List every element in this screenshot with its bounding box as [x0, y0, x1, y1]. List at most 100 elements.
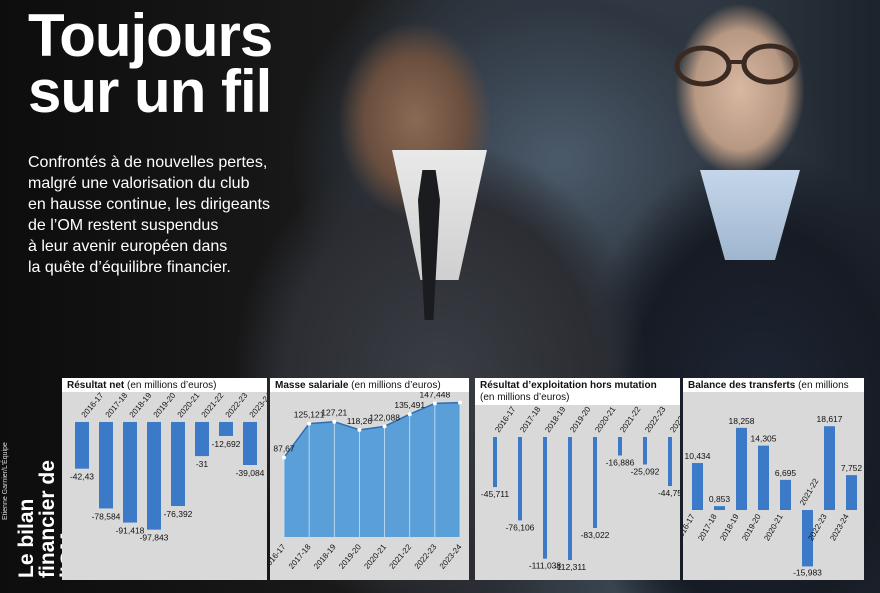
chart-plot-area: 2016-17 -45,711 2017-18 -76,106 2018-19 -111,… — [475, 404, 693, 580]
bar — [543, 437, 547, 559]
data-point — [458, 400, 462, 405]
data-label: 87,67 — [273, 444, 295, 454]
chart-title: Balance des transferts — [688, 380, 796, 391]
data-label: -12,692 — [212, 439, 241, 449]
tick-label: 2018-19 — [718, 512, 741, 542]
data-label: 125,121 — [294, 410, 325, 420]
bar — [518, 437, 522, 521]
data-label: -111,038 — [529, 561, 562, 571]
chart-title: Résultat net — [67, 380, 125, 391]
data-point — [307, 421, 312, 426]
data-label: 14,305 — [751, 434, 777, 444]
data-label: -15,983 — [793, 567, 822, 577]
data-label: -25,092 — [631, 466, 660, 476]
intro-line: la quête d’équilibre financier. — [28, 259, 231, 276]
data-label: 18,617 — [817, 414, 843, 424]
headline: Toujours sur un fil — [28, 2, 273, 125]
chart-svg: 2016-17 -42,43 2017-18 -78,584 2018-19 -91,41… — [70, 391, 274, 543]
data-label: 135,491 — [394, 400, 425, 410]
bar — [75, 422, 89, 469]
data-point — [432, 401, 437, 406]
bar — [668, 437, 672, 487]
area-line — [283, 401, 461, 458]
tick-label: 2016-17 — [80, 392, 106, 419]
data-label: -91,418 — [116, 526, 145, 536]
data-label: 10,434 — [685, 451, 711, 461]
data-label: -83,022 — [581, 530, 610, 540]
chart-plot-area: 10,434 2016-17 0,853 2017-18 18,258 2018-19 14… — [674, 392, 864, 580]
tick-label: 2019-20 — [152, 392, 178, 419]
intro-text: Confrontés à de nouvelles pertes, malgré… — [28, 152, 328, 278]
tick-label: 2017-18 — [518, 405, 543, 434]
bar — [568, 437, 572, 561]
tick-label: 2019-20 — [740, 512, 763, 542]
chart-svg: 2016-17 -45,711 2017-18 -76,106 2018-19 -111,… — [481, 404, 693, 572]
bar — [643, 437, 647, 465]
chart-panel-balance-transferts: Balance des transferts (en millions d’eu… — [674, 378, 864, 580]
data-point — [282, 455, 286, 460]
bar — [243, 422, 257, 465]
bar — [824, 426, 835, 510]
glasses-icon — [674, 43, 799, 87]
tick-label: 2022-23 — [224, 392, 250, 419]
bar — [618, 437, 622, 456]
bar — [123, 422, 137, 523]
tie — [418, 170, 440, 320]
tick-label: 2018-19 — [543, 405, 568, 434]
tick-label: 2018-19 — [128, 392, 154, 419]
tick-label: 2017-18 — [696, 512, 719, 542]
tick-label: 2020-21 — [176, 392, 202, 419]
tick-label: 2017-18 — [287, 542, 313, 571]
photo-credit: Etienne Garnier/L’Équipe — [2, 442, 9, 520]
data-label: 0,853 — [709, 494, 731, 504]
chart-svg: 10,434 2016-17 0,853 2017-18 18,258 2018-19 14… — [674, 414, 862, 577]
data-point — [382, 424, 387, 429]
chart-header: Résultat net (en millions d’euros) — [62, 378, 267, 394]
chart-header: Résultat d’exploitation hors mutation (e… — [475, 378, 680, 406]
data-label: -44,75 — [658, 488, 680, 498]
tick-label: 2016-17 — [683, 512, 697, 542]
tick-label: 2022-23 — [413, 542, 439, 571]
data-point — [332, 419, 337, 424]
data-point — [357, 427, 362, 432]
tick-label: 2021-22 — [618, 405, 643, 434]
tick-label: 2019-20 — [568, 405, 593, 434]
bar — [780, 479, 791, 510]
data-label: -42,43 — [70, 472, 94, 482]
bar — [802, 510, 813, 567]
tick-label: 2019-20 — [337, 542, 363, 571]
bar — [758, 445, 769, 510]
headline-line-1: Toujours — [28, 2, 273, 69]
headline-line-2: sur un fil — [28, 58, 272, 125]
chart-title: Résultat d’exploitation hors mutation — [480, 380, 657, 391]
data-label: 122,088 — [369, 412, 400, 422]
chart-title: Masse salariale — [275, 380, 349, 391]
bar — [692, 463, 703, 510]
tick-label: 2023-24 — [828, 512, 851, 542]
tick-label: 2018-19 — [312, 542, 338, 571]
chart-panel-resultat-exploitation: Résultat d’exploitation hors mutation (e… — [475, 378, 693, 580]
tick-label: 2020-21 — [362, 542, 388, 571]
data-label: -76,392 — [164, 509, 193, 519]
intro-line: à leur avenir européen dans — [28, 238, 228, 255]
tick-label: 2021-22 — [387, 542, 413, 571]
tick-label: 2021-22 — [200, 392, 226, 419]
data-label: -112,311 — [554, 562, 587, 572]
data-label: -97,843 — [140, 533, 169, 543]
tick-label: 2020-21 — [593, 405, 618, 434]
bar — [195, 422, 209, 457]
tick-label: 2016-17 — [270, 542, 288, 571]
intro-line: en hausse continue, les dirigeants — [28, 196, 270, 213]
chart-plot-area: 87,67 2016-17 125,121 2017-18 127,21 2018-19 1… — [262, 375, 469, 580]
tick-label: 2017-18 — [104, 392, 130, 419]
data-point — [407, 412, 412, 417]
data-label: -39,084 — [236, 468, 265, 478]
bar — [493, 437, 497, 488]
chart-svg: 87,67 2016-17 125,121 2017-18 127,21 2018-19 1… — [262, 375, 464, 571]
tick-label: 2021-22 — [798, 477, 821, 507]
chart-header: Masse salariale (en millions d’euros) — [270, 378, 469, 394]
bar — [147, 422, 161, 530]
bar — [846, 475, 857, 510]
bar — [99, 422, 113, 509]
area-fill — [284, 402, 460, 537]
